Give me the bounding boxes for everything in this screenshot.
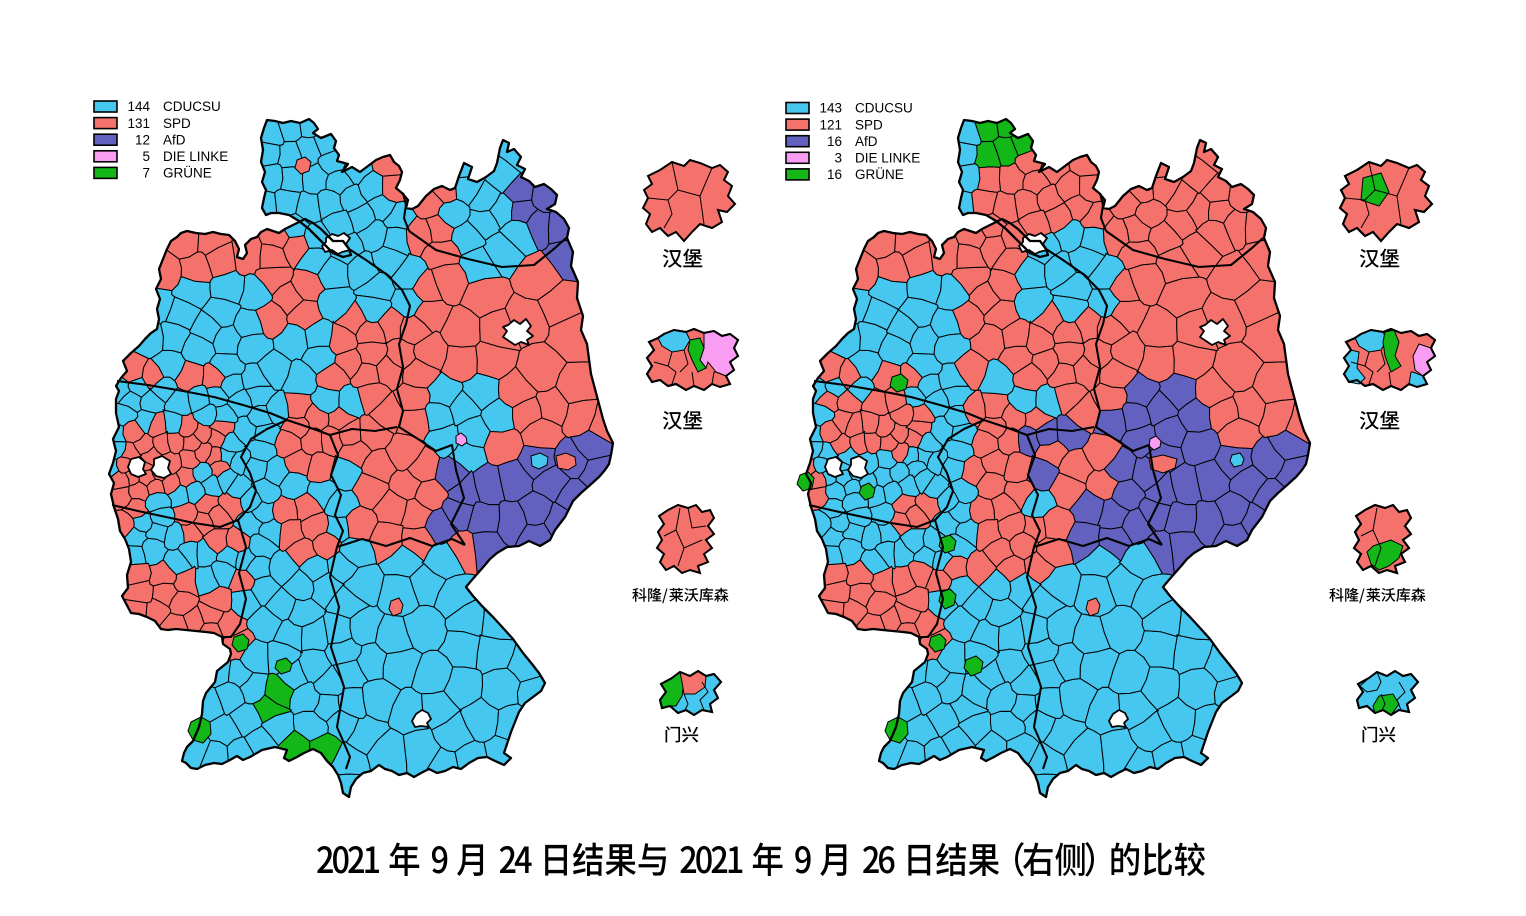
svg-text:16: 16 bbox=[827, 134, 842, 149]
svg-text:144: 144 bbox=[127, 99, 150, 114]
svg-text:GRÜNE: GRÜNE bbox=[163, 166, 212, 181]
svg-text:5: 5 bbox=[142, 149, 150, 164]
svg-text:143: 143 bbox=[819, 101, 842, 116]
svg-text:7: 7 bbox=[142, 166, 150, 181]
svg-text:DIE LINKE: DIE LINKE bbox=[163, 149, 228, 164]
svg-text:121: 121 bbox=[819, 117, 842, 132]
svg-text:12: 12 bbox=[135, 132, 150, 147]
svg-text:16: 16 bbox=[827, 167, 842, 182]
svg-text:SPD: SPD bbox=[163, 116, 191, 131]
svg-text:CDUCSU: CDUCSU bbox=[163, 99, 221, 114]
svg-text:DIE LINKE: DIE LINKE bbox=[855, 151, 920, 166]
svg-text:CDUCSU: CDUCSU bbox=[855, 101, 913, 116]
svg-text:AfD: AfD bbox=[855, 134, 878, 149]
svg-text:131: 131 bbox=[127, 116, 150, 131]
svg-text:AfD: AfD bbox=[163, 132, 186, 147]
svg-text:SPD: SPD bbox=[855, 117, 883, 132]
svg-text:3: 3 bbox=[834, 151, 842, 166]
svg-text:GRÜNE: GRÜNE bbox=[855, 167, 904, 182]
